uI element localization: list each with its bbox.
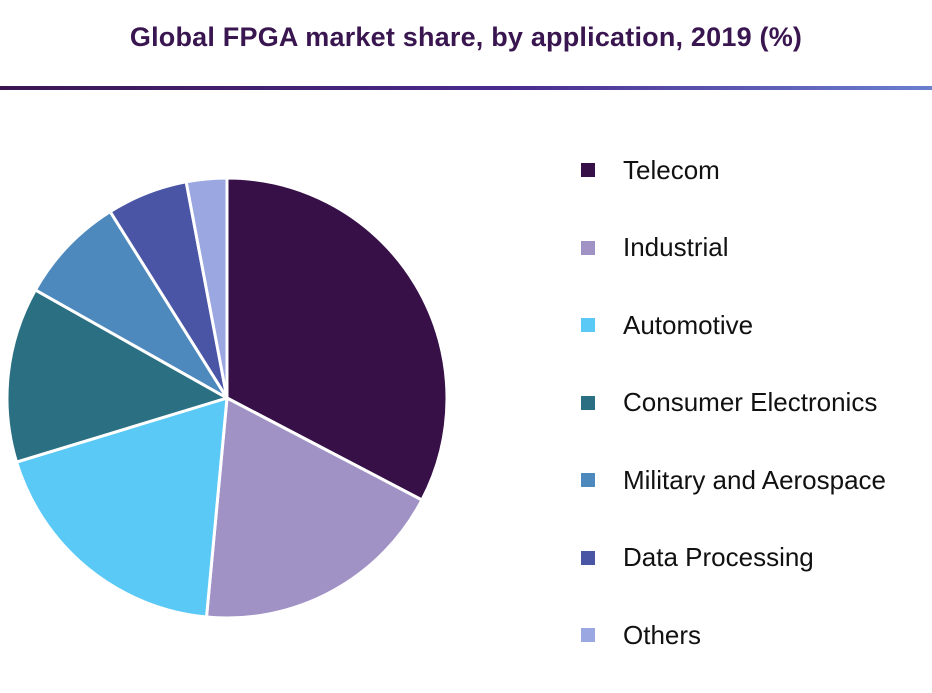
legend-swatch: [581, 550, 595, 565]
legend-swatch: [581, 473, 595, 487]
legend-label: Data Processing: [623, 542, 814, 572]
chart-title: Global FPGA market share, by application…: [129, 22, 803, 52]
pie-slice-consumer-electronics: [5, 288, 229, 464]
legend-label: Telecom: [623, 154, 720, 185]
legend-label: Others: [623, 619, 702, 650]
legend-item: Industrial: [581, 228, 886, 268]
legend-swatch: [581, 163, 595, 177]
legend-label: Automotive: [623, 309, 754, 340]
pie-slice-automotive: [15, 396, 229, 619]
legend-swatch: [581, 318, 595, 332]
legend-swatch: [581, 240, 595, 255]
legend-label: Industrial: [623, 232, 729, 262]
pie-slice-telecom: [225, 176, 449, 502]
chart-legend: Telecom Industrial Automotive Consumer Elec…: [581, 150, 886, 693]
legend-label: Military and Aerospace: [623, 464, 887, 495]
pie-slice-others: [184, 176, 229, 400]
legend-item: Consumer Electronics: [581, 383, 886, 423]
pie-slice-military-and-aerospace: [33, 210, 229, 400]
legend-item: Others: [581, 615, 886, 655]
pie-chart: [0, 170, 460, 630]
legend-item: Data Processing: [581, 538, 886, 578]
pie-svg: [5, 176, 449, 620]
legend-item: Automotive: [581, 305, 886, 345]
legend-item: Telecom: [581, 150, 886, 190]
pie-slice-industrial: [205, 396, 424, 620]
title-divider: [0, 86, 932, 90]
legend-swatch: [581, 628, 595, 642]
legend-swatch: [581, 395, 595, 410]
legend-item: Military and Aerospace: [581, 460, 886, 500]
legend-label: Consumer Electronics: [623, 387, 878, 417]
